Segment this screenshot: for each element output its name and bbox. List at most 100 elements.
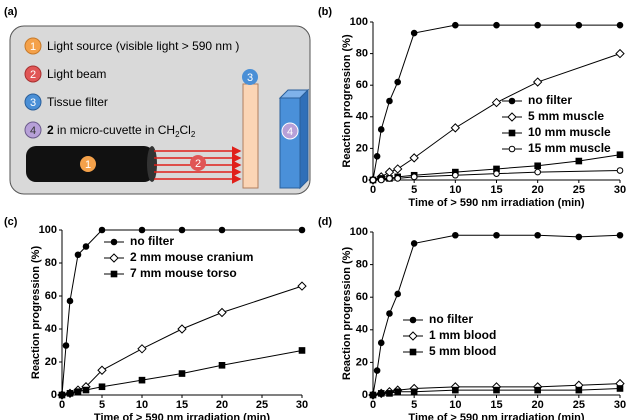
marker [299,348,305,354]
marker [299,227,305,233]
x-tick-label: 10 [449,184,461,196]
marker [178,325,186,333]
x-tick-label: 10 [449,399,461,411]
marker [370,392,376,398]
y-tick-label: 20 [356,142,368,154]
x-tick-label: 0 [370,399,376,411]
x-tick-label: 25 [573,184,585,196]
legend-marker [410,317,416,323]
tissue-filter [243,84,258,188]
y-tick-label: 0 [362,174,368,186]
legend-label: 5 mm muscle [528,109,604,123]
x-tick-label: 30 [614,399,626,411]
marker [370,177,376,183]
panel-title: (a) [4,6,18,18]
marker [63,343,69,349]
marker [494,387,500,393]
marker [75,389,81,395]
legend-label: 10 mm muscle [528,125,611,139]
marker [535,163,541,169]
legend-label: no filter [429,312,473,326]
marker [453,232,459,238]
y-tick-label: 80 [45,257,57,269]
marker [179,371,185,377]
y-tick-label: 60 [356,291,368,303]
x-tick-label: 15 [176,399,188,411]
badge-number: 2 [30,69,36,81]
marker [453,387,459,393]
marker [576,387,582,393]
legend-marker [509,130,515,136]
chart-title: (d) [318,216,332,228]
marker [139,227,145,233]
x-tick-label: 30 [296,399,308,411]
marker [83,244,89,250]
legend-label: 1 mm blood [429,328,496,342]
marker [59,392,65,398]
chart-title: (c) [4,216,18,228]
marker [219,227,225,233]
badge-number: 1 [85,159,91,171]
marker [576,22,582,28]
legend-text: 2 in micro-cuvette in CH2Cl2 [47,123,196,139]
badge-number: 1 [30,41,36,53]
legend-label: 5 mm blood [429,344,496,358]
y-tick-label: 80 [356,259,368,271]
x-tick-label: 10 [136,399,148,411]
y-tick-label: 100 [350,16,368,28]
legend-marker [508,113,516,121]
y-tick-label: 40 [356,324,368,336]
marker [411,389,417,395]
legend-text: Light beam [47,67,106,81]
marker [534,78,542,86]
marker [616,50,624,58]
marker [139,377,145,383]
x-tick-label: 20 [532,184,544,196]
x-axis-label: Time of > 590 nm irradiation (min) [94,412,270,420]
marker [535,232,541,238]
marker [410,154,418,162]
marker [218,309,226,317]
legend-label: 2 mm mouse cranium [130,250,253,264]
badge-number: 4 [30,125,36,137]
marker [67,298,73,304]
y-axis-label: Reaction progression (%) [341,247,353,381]
y-tick-label: 80 [356,48,368,60]
x-tick-label: 15 [490,184,502,196]
cuvette [280,98,300,188]
legend-marker [410,349,416,355]
marker [411,241,417,247]
marker [494,171,500,177]
x-tick-label: 15 [490,399,502,411]
marker [378,340,384,346]
marker [374,154,380,160]
marker [617,22,623,28]
x-tick-label: 20 [216,399,228,411]
marker [576,158,582,164]
series-line [62,286,302,395]
marker [494,232,500,238]
legend-label: no filter [528,93,572,107]
y-axis-label: Reaction progression (%) [341,34,353,168]
text: in micro-cuvette in CH [54,123,175,137]
marker [576,234,582,240]
legend-marker [110,254,118,262]
panel-a: (a) 1 Light source (visible light > 590 … [4,6,310,194]
marker [411,30,417,36]
marker [387,391,393,397]
series-line [373,235,620,395]
badge-number: 4 [287,126,293,138]
legend-marker [509,146,515,152]
marker [99,227,105,233]
legend-label: no filter [130,234,174,248]
marker [385,168,393,176]
marker [617,232,623,238]
legend-label: 15 mm muscle [528,141,611,155]
y-tick-label: 60 [45,290,57,302]
marker [535,169,541,175]
x-tick-label: 0 [370,184,376,196]
marker [298,282,306,290]
x-axis-label: Time of > 590 nm irradiation (min) [408,197,584,209]
